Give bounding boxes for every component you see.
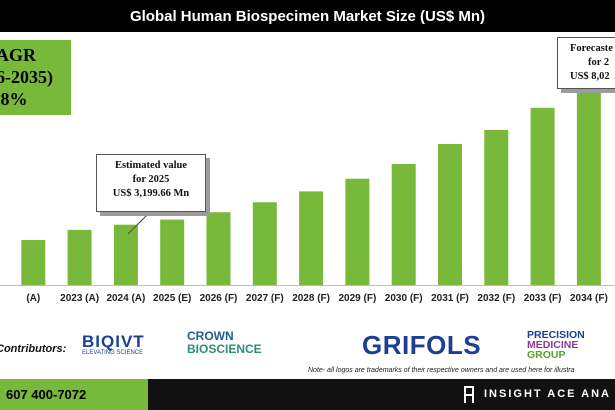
logo-trademark-note: Note- all logos are trademarks of their …: [308, 367, 575, 374]
footer-phone: 607 400-7072: [6, 387, 87, 402]
bioivt-logo: BIQIVT ELEVATING SCIENCE: [82, 332, 145, 356]
callout-estimated-line1: Estimated value: [114, 160, 188, 171]
bar-5: [252, 202, 277, 285]
bar-4: [206, 212, 231, 285]
forecast-value-callout: Forecaste for 2 US$ 8,02: [557, 37, 615, 89]
bar-11: [530, 107, 555, 285]
bar-7: [345, 178, 370, 285]
pmg-logo-line3: GROUP: [527, 349, 566, 361]
chart-title-bar: Global Human Biospecimen Market Size (US…: [0, 0, 615, 32]
contributors-label: Contributors:: [0, 343, 67, 355]
precision-medicine-group-logo: PRECISION MEDICINE GROUP: [527, 329, 585, 361]
grifols-logo: GRIFOLS: [362, 330, 482, 360]
cagr-value: .8%: [0, 89, 28, 109]
x-tick-label: 2024 (A): [106, 293, 145, 304]
x-tick-label: 2031 (F): [431, 293, 469, 304]
x-tick-label: (A): [26, 293, 40, 304]
bar-0: [21, 240, 46, 285]
cagr-box: AGR 6-2035) .8%: [0, 40, 71, 115]
bar-6: [299, 191, 324, 285]
callout-2025-connector: [127, 211, 151, 235]
callout-estimated-value: US$ 3,199.66 Mn: [112, 188, 190, 199]
bar-2: [113, 224, 138, 285]
bar-1: [67, 229, 92, 285]
footer-bar: 607 400-7072 INSIGHT ACE ANA: [0, 379, 615, 410]
crown-bioscience-logo: CROWN BIOSCIENCE: [187, 330, 262, 356]
contributors-strip: Contributors: BIQIVT ELEVATING SCIENCE C…: [0, 330, 615, 378]
bar-10: [484, 129, 509, 285]
x-tick-label: 2032 (F): [477, 293, 515, 304]
x-tick-label: 2034 (F): [570, 293, 608, 304]
cagr-period: 6-2035): [0, 67, 53, 87]
bar-3: [160, 219, 185, 285]
x-tick-label: 2029 (F): [339, 293, 377, 304]
callout-estimated-line2: for 2025: [132, 174, 170, 185]
insight-ace-logo-icon: [464, 386, 474, 403]
chart-title: Global Human Biospecimen Market Size (US…: [129, 7, 486, 25]
callout-forecast-value: US$ 8,02: [570, 71, 610, 82]
x-tick-label: 2027 (F): [246, 293, 284, 304]
bar-8: [391, 163, 416, 285]
x-tick-label: 2028 (F): [292, 293, 330, 304]
callout-forecast-line1: Forecaste: [570, 43, 613, 54]
bar-12: [576, 91, 601, 285]
crown-logo-line1: CROWN: [187, 329, 234, 343]
bioivt-logo-tagline: ELEVATING SCIENCE: [82, 350, 144, 356]
x-tick-label: 2030 (F): [385, 293, 423, 304]
pmg-logo-line2: MEDICINE: [527, 339, 579, 351]
x-tick-label: 2023 (A): [60, 293, 99, 304]
bioivt-logo-text: BIQIVT: [82, 332, 145, 351]
crown-logo-line2: BIOSCIENCE: [187, 342, 262, 356]
footer-company-name: INSIGHT ACE ANA: [484, 388, 611, 400]
x-tick-label: 2033 (F): [524, 293, 562, 304]
bar-9: [438, 143, 462, 285]
bar-chart: (A) 2023 (A) 2024 (A) 2025 (E) 2026 (F) 2027 …: [0, 73, 615, 304]
cagr-label: AGR: [0, 45, 36, 65]
pmg-logo-line1: PRECISION: [527, 329, 585, 341]
x-tick-label: 2025 (E): [153, 293, 191, 304]
footer-phone-box: 607 400-7072: [0, 379, 148, 410]
callout-forecast-line2: for 2: [588, 57, 610, 68]
estimated-value-callout: Estimated value for 2025 US$ 3,199.66 Mn: [96, 154, 206, 212]
x-tick-label: 2026 (F): [200, 293, 238, 304]
